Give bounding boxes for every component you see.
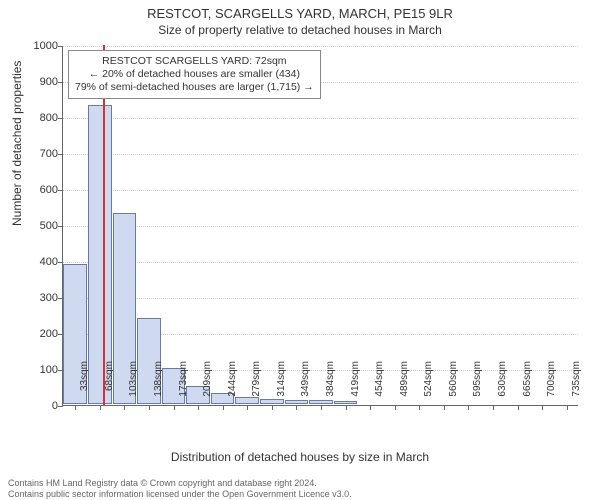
callout-line-1: RESTCOT SCARGELLS YARD: 72sqm <box>75 55 314 68</box>
gridline <box>63 118 578 119</box>
xtick-mark <box>100 405 101 410</box>
chart-container: RESTCOT, SCARGELLS YARD, MARCH, PE15 9LR… <box>0 0 600 500</box>
xtick-label: 700sqm <box>546 361 557 411</box>
ytick-label: 600 <box>18 184 58 196</box>
ytick-mark <box>58 406 63 407</box>
gridline <box>63 46 578 47</box>
gridline <box>63 226 578 227</box>
xtick-label: 454sqm <box>374 361 385 411</box>
annotation-callout: RESTCOT SCARGELLS YARD: 72sqm ← 20% of d… <box>68 50 321 99</box>
xtick-mark <box>542 405 543 410</box>
plot-area: 33sqm68sqm103sqm138sqm173sqm209sqm244sqm… <box>62 46 578 406</box>
ytick-label: 0 <box>18 400 58 412</box>
ytick-label: 100 <box>18 364 58 376</box>
ytick-label: 400 <box>18 256 58 268</box>
ytick-mark <box>58 82 63 83</box>
bar <box>88 105 112 404</box>
gridline <box>63 298 578 299</box>
xtick-mark <box>395 405 396 410</box>
xtick-label: 419sqm <box>350 361 361 411</box>
xtick-label: 524sqm <box>423 361 434 411</box>
ytick-label: 900 <box>18 76 58 88</box>
xtick-label: 489sqm <box>399 361 410 411</box>
xtick-mark <box>223 405 224 410</box>
xtick-mark <box>370 405 371 410</box>
ytick-mark <box>58 46 63 47</box>
xtick-mark <box>124 405 125 410</box>
ytick-mark <box>58 298 63 299</box>
chart-subtitle: Size of property relative to detached ho… <box>0 21 600 41</box>
xtick-mark <box>444 405 445 410</box>
ytick-label: 500 <box>18 220 58 232</box>
xtick-mark <box>321 405 322 410</box>
xtick-mark <box>149 405 150 410</box>
ytick-mark <box>58 262 63 263</box>
ytick-label: 700 <box>18 148 58 160</box>
xtick-label: 665sqm <box>522 361 533 411</box>
footer-line-2: Contains public sector information licen… <box>8 489 352 499</box>
xtick-mark <box>493 405 494 410</box>
xtick-mark <box>296 405 297 410</box>
ytick-mark <box>58 154 63 155</box>
ytick-label: 800 <box>18 112 58 124</box>
xtick-mark <box>247 405 248 410</box>
plot-canvas: 33sqm68sqm103sqm138sqm173sqm209sqm244sqm… <box>62 46 578 406</box>
footer-line-1: Contains HM Land Registry data © Crown c… <box>8 478 352 488</box>
xtick-mark <box>174 405 175 410</box>
xtick-mark <box>567 405 568 410</box>
ytick-mark <box>58 190 63 191</box>
ytick-mark <box>58 226 63 227</box>
xtick-label: 735sqm <box>571 361 582 411</box>
gridline <box>63 190 578 191</box>
ytick-label: 300 <box>18 292 58 304</box>
ytick-mark <box>58 334 63 335</box>
xtick-mark <box>272 405 273 410</box>
chart-title: RESTCOT, SCARGELLS YARD, MARCH, PE15 9LR <box>0 0 600 21</box>
xtick-label: 595sqm <box>472 361 483 411</box>
xtick-mark <box>75 405 76 410</box>
callout-line-2: ← 20% of detached houses are smaller (43… <box>75 68 314 81</box>
callout-line-3: 79% of semi-detached houses are larger (… <box>75 81 314 94</box>
ytick-mark <box>58 118 63 119</box>
ytick-mark <box>58 370 63 371</box>
gridline <box>63 154 578 155</box>
gridline <box>63 262 578 263</box>
x-axis-label: Distribution of detached houses by size … <box>0 450 600 464</box>
attribution-footer: Contains HM Land Registry data © Crown c… <box>8 478 352 499</box>
ytick-label: 1000 <box>18 40 58 52</box>
ytick-label: 200 <box>18 328 58 340</box>
xtick-mark <box>198 405 199 410</box>
xtick-mark <box>419 405 420 410</box>
xtick-mark <box>346 405 347 410</box>
xtick-mark <box>468 405 469 410</box>
xtick-mark <box>518 405 519 410</box>
xtick-label: 560sqm <box>448 361 459 411</box>
xtick-label: 630sqm <box>497 361 508 411</box>
